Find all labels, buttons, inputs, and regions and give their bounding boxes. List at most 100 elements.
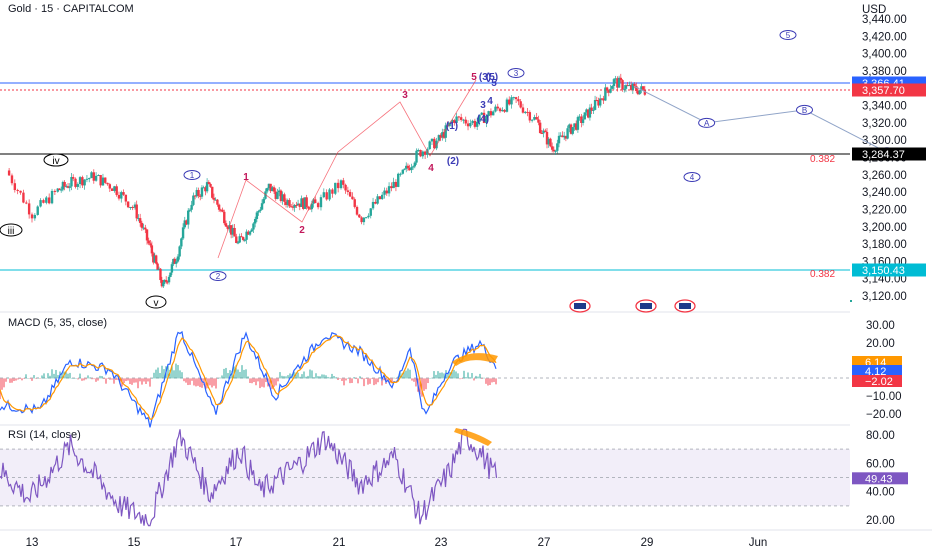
macd-hist-bar <box>95 378 97 382</box>
candle-body <box>501 109 504 112</box>
candle-body <box>300 198 303 207</box>
macd-hist-bar <box>457 373 459 379</box>
wave-label-paren-3: (3) <box>479 72 491 83</box>
macd-hist-bar <box>353 377 355 379</box>
candle-body <box>626 85 629 87</box>
circle-wave-4-label: 4 <box>690 173 695 182</box>
candle-body <box>590 107 593 111</box>
price-tick-label: 3,400.00 <box>862 49 907 61</box>
candle-body <box>581 119 585 123</box>
price-tag[interactable] <box>852 83 926 97</box>
candle-body <box>88 178 91 180</box>
candle-body <box>199 195 202 197</box>
candle-body <box>131 207 134 209</box>
candle-body <box>444 125 447 138</box>
candle-body <box>36 206 39 215</box>
macd-hist-bar <box>263 378 265 388</box>
price-tick-label: 3,240.00 <box>862 187 907 199</box>
macd-hist-bar <box>357 378 359 384</box>
macd-tick-label: −20.00 <box>866 409 902 421</box>
candle-body <box>284 201 288 205</box>
candle-body <box>68 186 71 188</box>
macd-hist-bar <box>225 367 227 379</box>
projection-point-circle <box>698 117 716 128</box>
macd-hist-bar <box>475 375 477 379</box>
macd-hist-bar <box>261 378 263 387</box>
macd-hist-bar <box>169 369 171 379</box>
macd-hist-bar <box>31 378 33 381</box>
candle-body <box>514 97 518 100</box>
candle-body <box>469 123 472 127</box>
price-tags[interactable]: 3,366.413,357.703,284.373,150.43 <box>852 76 926 278</box>
candle-body <box>360 217 363 223</box>
macd-hist-bar <box>243 369 245 379</box>
candle-body <box>573 123 576 128</box>
price-tag[interactable] <box>852 147 926 161</box>
event-flag-icon[interactable] <box>635 299 657 313</box>
macd-hist-bar <box>317 376 319 379</box>
candle-body <box>99 175 102 186</box>
macd-hist-bar <box>485 378 487 384</box>
macd-tag[interactable] <box>852 365 902 377</box>
macd-hist-bar <box>407 368 409 379</box>
projection-path[interactable] <box>634 86 888 153</box>
economic-event-icons[interactable] <box>569 299 696 313</box>
macd-hist-bar <box>435 374 437 379</box>
candle-body <box>367 215 370 218</box>
macd-tag[interactable] <box>852 375 902 387</box>
candle-body <box>568 124 571 129</box>
event-flag-icon[interactable] <box>569 299 591 313</box>
candle-body <box>607 90 610 93</box>
time-tick-label: 21 <box>333 537 346 549</box>
macd-hist-bar <box>363 378 365 387</box>
rsi-value-tag[interactable]: 49.43 <box>852 472 908 485</box>
macd-hist-bar <box>231 371 233 379</box>
macd-hist-bar <box>117 378 119 380</box>
candle-body <box>542 130 545 134</box>
candle-body <box>147 240 150 244</box>
macd-hist-bar <box>49 375 51 379</box>
candle-body <box>512 97 516 99</box>
macd-hist-bar <box>333 375 335 379</box>
macd-hist-bar <box>269 378 271 387</box>
macd-hist-bar <box>151 378 153 379</box>
candle-body <box>137 218 140 220</box>
macd-hist-bar <box>201 378 203 388</box>
macd-hist-bar <box>295 372 297 379</box>
macd-hist-bar <box>105 378 107 384</box>
macd-hist-bar <box>21 378 23 381</box>
candle-body <box>162 282 165 287</box>
candle-body <box>27 203 31 215</box>
candle-body <box>229 225 233 235</box>
candle-body <box>172 258 175 265</box>
circle-wave-4 <box>683 172 701 182</box>
candle-body <box>150 245 154 254</box>
candle-body <box>178 246 181 257</box>
candle-body <box>142 227 145 229</box>
candle-body <box>145 229 149 241</box>
candle-body <box>59 189 63 191</box>
macd-hist-bar <box>305 376 307 379</box>
rsi-title: RSI (14, close) <box>8 429 81 441</box>
macd-hist-bar <box>219 377 221 379</box>
candle-body <box>302 198 305 209</box>
macd-hist-bar <box>25 374 27 379</box>
macd-hist-bar <box>335 377 337 379</box>
candle-body <box>169 272 172 277</box>
candle-body <box>462 119 465 121</box>
candle-body <box>413 162 417 167</box>
price-tag[interactable] <box>852 263 926 277</box>
wave-labels-circled: 1 2 3 4 5 <box>183 30 797 281</box>
macd-value-tags[interactable]: 6.144.12−2.02 <box>852 356 902 388</box>
event-flag-icon[interactable] <box>674 299 696 313</box>
candle-body <box>78 177 82 185</box>
macd-hist-bar <box>315 373 317 379</box>
candle-body <box>129 207 132 209</box>
candle-body <box>281 194 284 201</box>
rsi-tag[interactable] <box>852 472 908 485</box>
macd-hist-bar <box>215 378 217 389</box>
price-tag-label: 3,357.70 <box>862 85 905 97</box>
candle-body <box>265 188 269 192</box>
candle-body <box>226 226 229 229</box>
